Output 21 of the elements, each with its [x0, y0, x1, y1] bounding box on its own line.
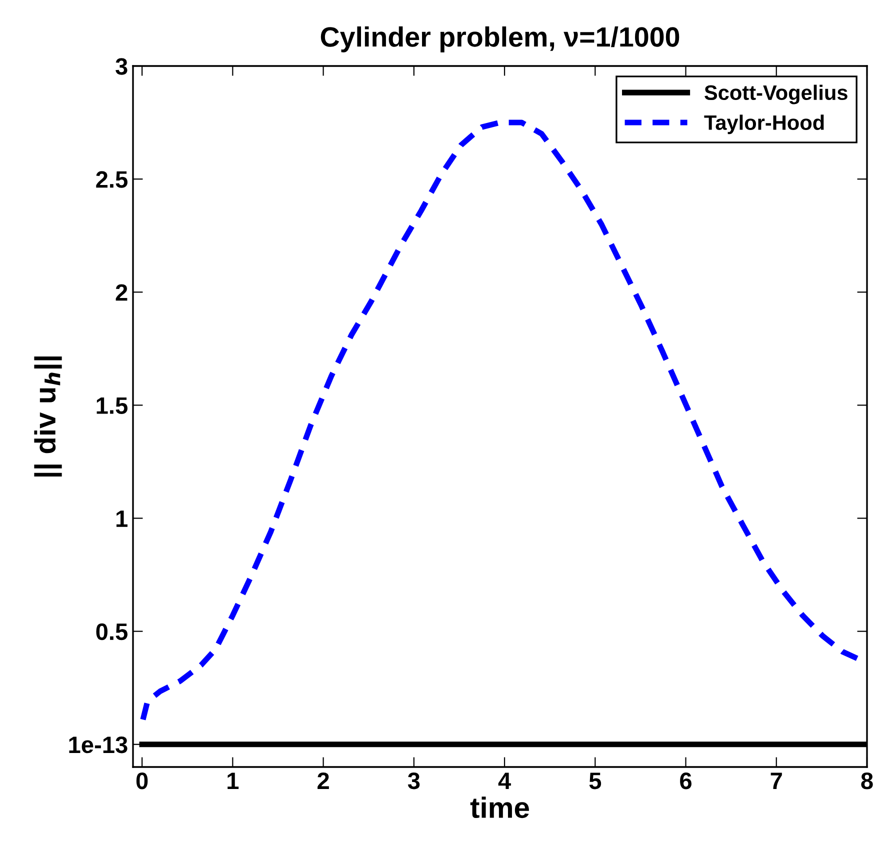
- y-tick-label: 2.5: [96, 171, 128, 188]
- y-tick-label: 1.5: [96, 398, 128, 414]
- y-tick-label: 1: [116, 510, 128, 527]
- y-tick-label: 0.5: [96, 623, 128, 640]
- x-tick-label: 8: [861, 772, 873, 790]
- x-tick-label: 4: [498, 772, 511, 789]
- x-tick-label: 0: [136, 772, 148, 790]
- x-tick-label: 6: [680, 772, 692, 790]
- x-tick-label: 2: [318, 772, 329, 789]
- y-tick-label: 3: [116, 58, 128, 75]
- x-tick-label: 3: [408, 772, 420, 790]
- x-tick-label: 1: [228, 772, 239, 789]
- x-tick-label: 5: [589, 772, 602, 790]
- x-tick-label: 7: [770, 772, 782, 789]
- y-tick-label: 2: [116, 284, 128, 301]
- legend-label: Scott-Vogelius: [704, 84, 848, 104]
- legend-label: Taylor-Hood: [704, 114, 824, 134]
- y-axis-title: || div u$_{h}$||: [34, 356, 62, 477]
- x-axis-title: time: [470, 796, 529, 818]
- chart-title: Cylinder problem, ν=1/1000: [320, 26, 680, 52]
- y-tick-label: 1e-13: [69, 736, 128, 754]
